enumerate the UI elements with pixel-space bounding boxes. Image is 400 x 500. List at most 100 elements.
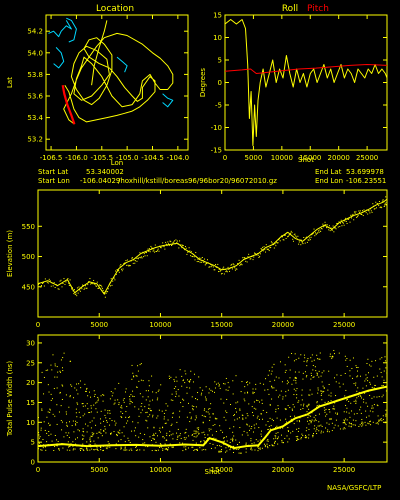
pulse-point (192, 409, 194, 411)
pulse-point (62, 370, 64, 372)
pulse-point (282, 427, 284, 429)
elevation-point (144, 255, 146, 257)
pulse-point (314, 366, 316, 368)
pulse-point (296, 437, 298, 439)
pulse-point (224, 383, 226, 385)
pulse-point (157, 397, 159, 399)
pulse-point (295, 382, 297, 384)
pulse-point (245, 451, 247, 453)
elevation-point (242, 257, 244, 259)
roll-ytick-label: -5 (215, 102, 222, 110)
pulse-point (56, 423, 58, 425)
pulse-point (105, 447, 107, 449)
file-path: /hoxhill/kstill/boreas96/96bor20/9607201… (118, 177, 277, 185)
pulse-point (97, 400, 99, 402)
pulse-point (209, 408, 211, 410)
pulse-point (151, 439, 153, 441)
pulse-point (312, 436, 314, 438)
elevation-point (108, 284, 110, 286)
pulse-point (177, 428, 179, 430)
pulse-point (86, 387, 88, 389)
elevation-point (201, 257, 203, 259)
pulse-point (226, 398, 228, 400)
pulse-point (205, 398, 207, 400)
pulse-point (203, 440, 205, 442)
elevation-point (154, 244, 156, 246)
pulse-point (101, 435, 103, 437)
location-xtick-label: -105.0 (116, 154, 139, 162)
pulse-point (310, 378, 312, 380)
elevation-point (307, 239, 309, 241)
pulse-point (322, 431, 324, 433)
elevation-point (355, 211, 357, 213)
elevation-point (85, 287, 87, 289)
pulse-point (73, 397, 75, 399)
elevation-point (115, 270, 117, 272)
pulse-point (241, 434, 243, 436)
pulse-point (337, 425, 339, 427)
elevation-point (381, 200, 383, 202)
elevation-point (121, 268, 123, 270)
elevation-point (71, 288, 73, 290)
pitch-title: Pitch (307, 4, 329, 14)
elevation-point (86, 287, 88, 289)
pulse-point (382, 418, 384, 420)
pulse-point (257, 450, 259, 452)
pulse-point (89, 445, 91, 447)
pulse-point (148, 385, 150, 387)
elevation-point (220, 273, 222, 275)
pulse-point (235, 407, 237, 409)
elevation-ylabel: Elevation (m) (6, 230, 14, 277)
pulse-point (302, 372, 304, 374)
elevation-point (359, 210, 361, 212)
pulse-point (76, 383, 78, 385)
elevation-point (178, 247, 180, 249)
pulse-point (329, 355, 331, 357)
elevation-point (107, 291, 109, 293)
elevation-point (109, 282, 111, 284)
pulse-point (123, 401, 125, 403)
pulse-point (126, 444, 128, 446)
roll-ytick-label: 0 (218, 79, 222, 87)
pulse-point (361, 422, 363, 424)
elevation-point (147, 248, 149, 250)
pulse-point (281, 381, 283, 383)
elevation-point (384, 205, 386, 207)
pulse-point (357, 366, 359, 368)
pulse-point (251, 449, 253, 451)
pulse-point (368, 364, 370, 366)
pulse-point (302, 408, 304, 410)
pulse-point (288, 356, 290, 358)
pulse-point (98, 431, 100, 433)
pulse-point (309, 394, 311, 396)
elevation-point (205, 263, 207, 265)
pulse-point (325, 415, 327, 417)
pulse-point (215, 438, 217, 440)
pulse-point (223, 416, 225, 418)
pulse-point (325, 427, 327, 429)
elevation-point (193, 256, 195, 258)
pulse-point (96, 401, 98, 403)
pulse-point (68, 445, 70, 447)
pulse-point (152, 416, 154, 418)
pulse-point (197, 429, 199, 431)
elevation-point (74, 289, 76, 291)
pulse-point (131, 430, 133, 432)
elevation-point (123, 263, 125, 265)
pulse-point (367, 391, 369, 393)
pulse-point (48, 422, 50, 424)
elevation-point (186, 253, 188, 255)
elevation-point (196, 261, 198, 263)
pulse-point (139, 449, 141, 451)
pulse-point (210, 447, 212, 449)
pulse-point (285, 421, 287, 423)
pulse-point (151, 444, 153, 446)
pulse-point (166, 439, 168, 441)
pulse-point (247, 415, 249, 417)
pulse-point (174, 380, 176, 382)
pulse-point (380, 387, 382, 389)
pulse-point (175, 386, 177, 388)
elevation-point (119, 265, 121, 267)
pulse-point (369, 394, 371, 396)
pulse-point (311, 412, 313, 414)
